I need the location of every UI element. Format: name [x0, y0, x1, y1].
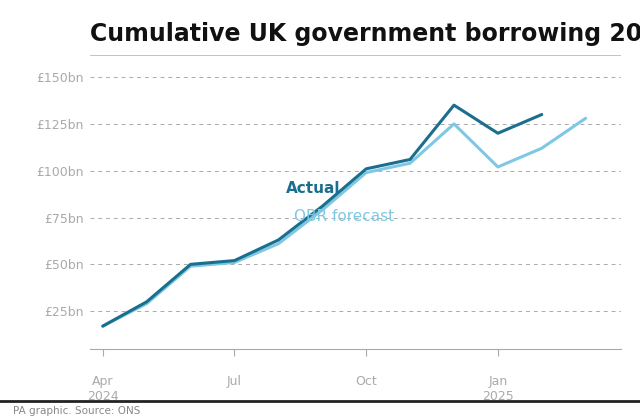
Text: Oct: Oct [355, 375, 377, 388]
Text: Jul: Jul [227, 375, 242, 388]
Text: Jan
2025: Jan 2025 [482, 375, 514, 403]
Text: PA graphic. Source: ONS: PA graphic. Source: ONS [13, 406, 140, 416]
Text: Cumulative UK government borrowing 2024/25: Cumulative UK government borrowing 2024/… [90, 22, 640, 46]
Text: OBR forecast: OBR forecast [294, 209, 394, 224]
Text: Apr
2024: Apr 2024 [87, 375, 118, 403]
Text: Actual: Actual [286, 181, 340, 196]
